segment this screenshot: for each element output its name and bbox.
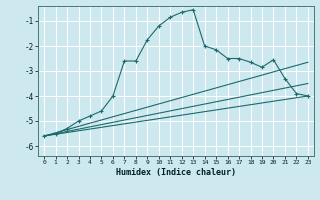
X-axis label: Humidex (Indice chaleur): Humidex (Indice chaleur): [116, 168, 236, 177]
